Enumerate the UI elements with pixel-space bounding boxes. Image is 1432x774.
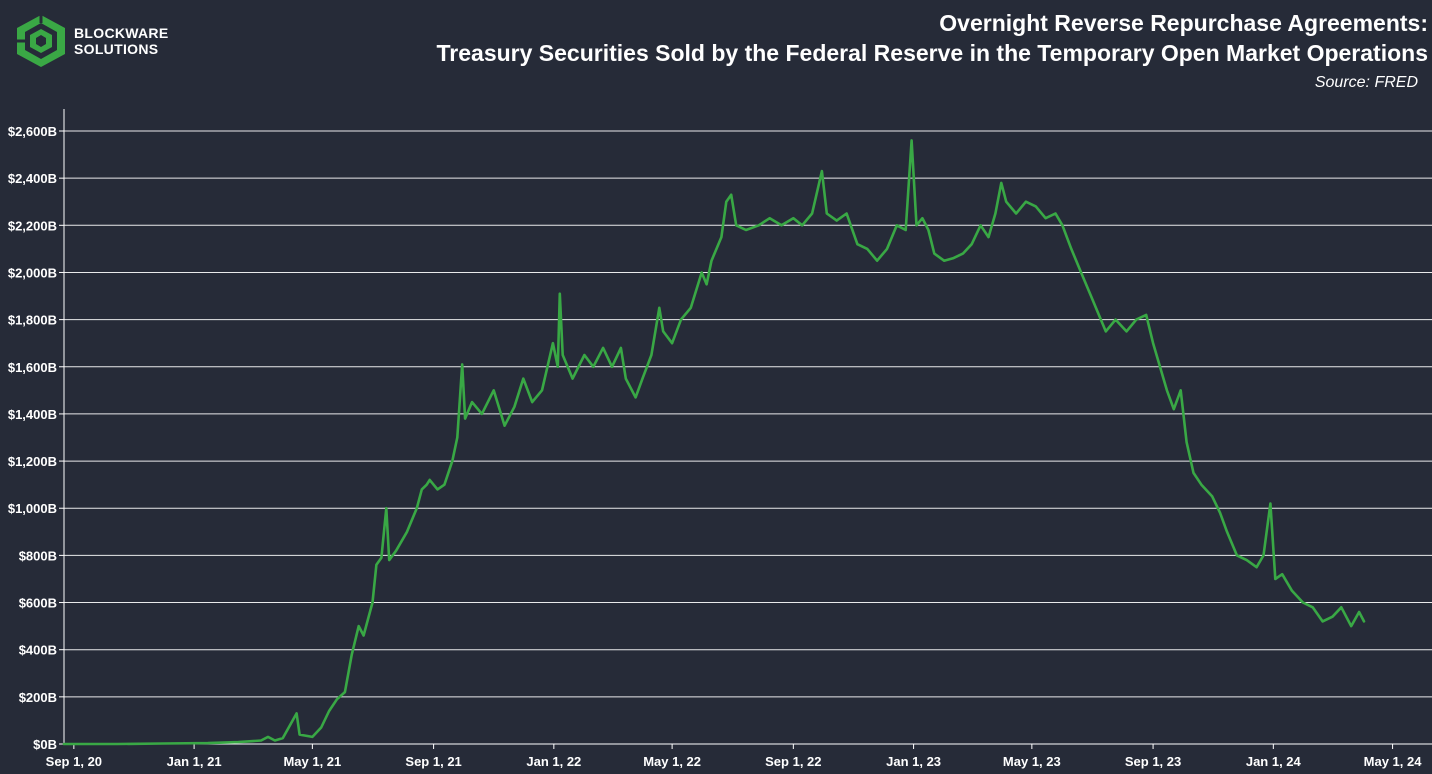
y-tick-label: $2,200B	[8, 218, 57, 233]
x-tick-label: May 1, 22	[643, 754, 701, 769]
x-tick-label: Sep 1, 22	[765, 754, 821, 769]
y-tick-label: $200B	[19, 690, 57, 705]
y-tick-label: $2,600B	[8, 124, 57, 139]
blockware-cube-icon	[17, 15, 65, 67]
logo-wordmark: BLOCKWARE SOLUTIONS	[74, 25, 168, 57]
logo-line-1: BLOCKWARE	[74, 25, 169, 41]
x-tick-label: Jan 1, 22	[526, 754, 581, 769]
y-tick-label: $1,000B	[8, 501, 57, 516]
brand-logo: BLOCKWARE SOLUTIONS	[12, 12, 168, 70]
y-tick-label: $1,400B	[8, 407, 57, 422]
y-tick-label: $2,000B	[8, 265, 57, 280]
y-tick-label: $0B	[33, 737, 57, 752]
x-tick-label: May 1, 23	[1003, 754, 1061, 769]
chart-title-line-1: Overnight Reverse Repurchase Agreements:	[939, 10, 1428, 36]
chart-header: Overnight Reverse Repurchase Agreements:…	[437, 8, 1428, 92]
chart-title-line-2: Treasury Securities Sold by the Federal …	[436, 40, 1428, 66]
y-tick-label: $1,200B	[8, 454, 57, 469]
x-tick-label: Sep 1, 21	[405, 754, 461, 769]
y-tick-label: $400B	[19, 643, 57, 658]
x-tick-label: Sep 1, 23	[1125, 754, 1181, 769]
series-line	[62, 139, 1366, 746]
gridlines	[59, 109, 1432, 749]
y-tick-label: $1,800B	[8, 313, 57, 328]
y-tick-label: $2,400B	[8, 171, 57, 186]
x-tick-label: Jan 1, 23	[886, 754, 941, 769]
x-tick-label: Jan 1, 21	[167, 754, 222, 769]
x-tick-label: Sep 1, 20	[46, 754, 102, 769]
y-tick-label: $600B	[19, 596, 57, 611]
chart-source: Source: FRED	[1314, 74, 1418, 91]
x-tick-label: May 1, 24	[1364, 754, 1423, 769]
x-tick-label: Jan 1, 24	[1246, 754, 1302, 769]
y-tick-label: $1,600B	[8, 360, 57, 375]
x-axis: Sep 1, 20 Jan 1, 21 May 1, 21 Sep 1, 21 Jan …	[46, 754, 1423, 769]
logo-line-2: SOLUTIONS	[74, 41, 159, 57]
x-tick-label: May 1, 21	[283, 754, 341, 769]
series-group	[62, 139, 1366, 746]
y-axis: $0B $200B $400B $600B $800B $1,000B $1,200B $1,…	[8, 124, 57, 752]
y-tick-label: $800B	[19, 548, 57, 563]
